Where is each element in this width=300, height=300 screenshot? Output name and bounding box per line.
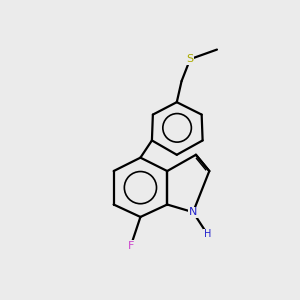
Text: F: F	[128, 241, 134, 251]
Text: H: H	[204, 229, 211, 239]
Text: S: S	[187, 54, 194, 64]
Text: N: N	[189, 207, 197, 217]
